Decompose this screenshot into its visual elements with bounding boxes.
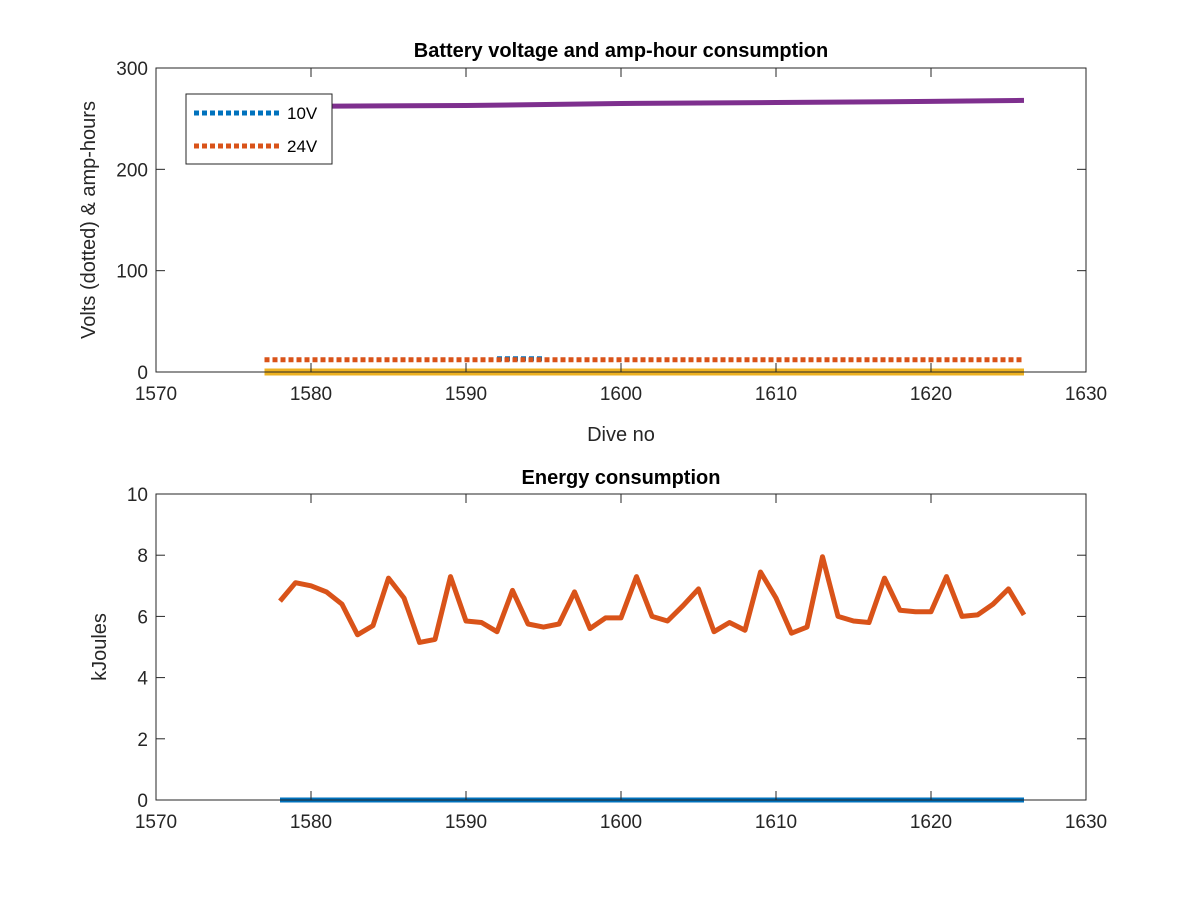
voltage-x-axis-label: Dive no <box>587 424 655 446</box>
y-tick-label: 300 <box>116 59 148 80</box>
x-tick-label: 1630 <box>1065 812 1107 833</box>
x-tick-label: 1620 <box>910 812 952 833</box>
x-tick-label: 1620 <box>910 384 952 405</box>
energy-chart-title: Energy consumption <box>522 467 721 489</box>
x-tick-label: 1630 <box>1065 384 1107 405</box>
y-tick-label: 0 <box>137 363 148 384</box>
voltage-axes: 1570 1580 1590 1600 1610 1620 1630 0 100 200 300 B… <box>78 40 1107 446</box>
y-tick-label: 100 <box>116 262 148 283</box>
legend-box <box>185 93 333 165</box>
x-tick-label: 1610 <box>755 384 797 405</box>
x-tick-label: 1570 <box>135 384 177 405</box>
x-tick-label: 1610 <box>755 812 797 833</box>
y-tick-label: 8 <box>137 546 148 567</box>
series-amp-hours-purple-line <box>264 97 1025 109</box>
y-tick-label: 2 <box>137 730 148 751</box>
y-tick-label: 0 <box>137 791 148 812</box>
x-tick-label: 1580 <box>290 812 332 833</box>
energy-ticks: 1570 1580 1590 1600 1610 1620 1630 0 2 4 6 8 10 <box>127 485 1107 833</box>
x-tick-label: 1590 <box>445 812 487 833</box>
y-tick-label: 200 <box>116 160 148 181</box>
legend: 10V 24V <box>185 93 333 165</box>
voltage-y-axis-label: Volts (dotted) & amp-hours <box>78 101 100 339</box>
energy-y-axis-label: kJoules <box>89 613 111 681</box>
energy-axes: 1570 1580 1590 1600 1610 1620 1630 0 2 4 6 8 10 Ener… <box>89 467 1107 833</box>
legend-label-10v: 10V <box>287 104 318 123</box>
x-tick-label: 1570 <box>135 812 177 833</box>
x-tick-label: 1600 <box>600 812 642 833</box>
x-tick-label: 1590 <box>445 384 487 405</box>
x-tick-label: 1600 <box>600 384 642 405</box>
voltage-chart-title: Battery voltage and amp-hour consumption <box>414 40 828 62</box>
voltage-ticks: 1570 1580 1590 1600 1610 1620 1630 0 100 200 300 <box>116 59 1107 405</box>
legend-label-24v: 24V <box>287 137 318 156</box>
energy-plot-area <box>156 494 1086 800</box>
x-tick-label: 1580 <box>290 384 332 405</box>
y-tick-label: 10 <box>127 485 148 506</box>
series-energy-orange-line <box>278 554 1027 645</box>
y-tick-label: 4 <box>137 669 148 690</box>
y-tick-label: 6 <box>137 607 148 628</box>
